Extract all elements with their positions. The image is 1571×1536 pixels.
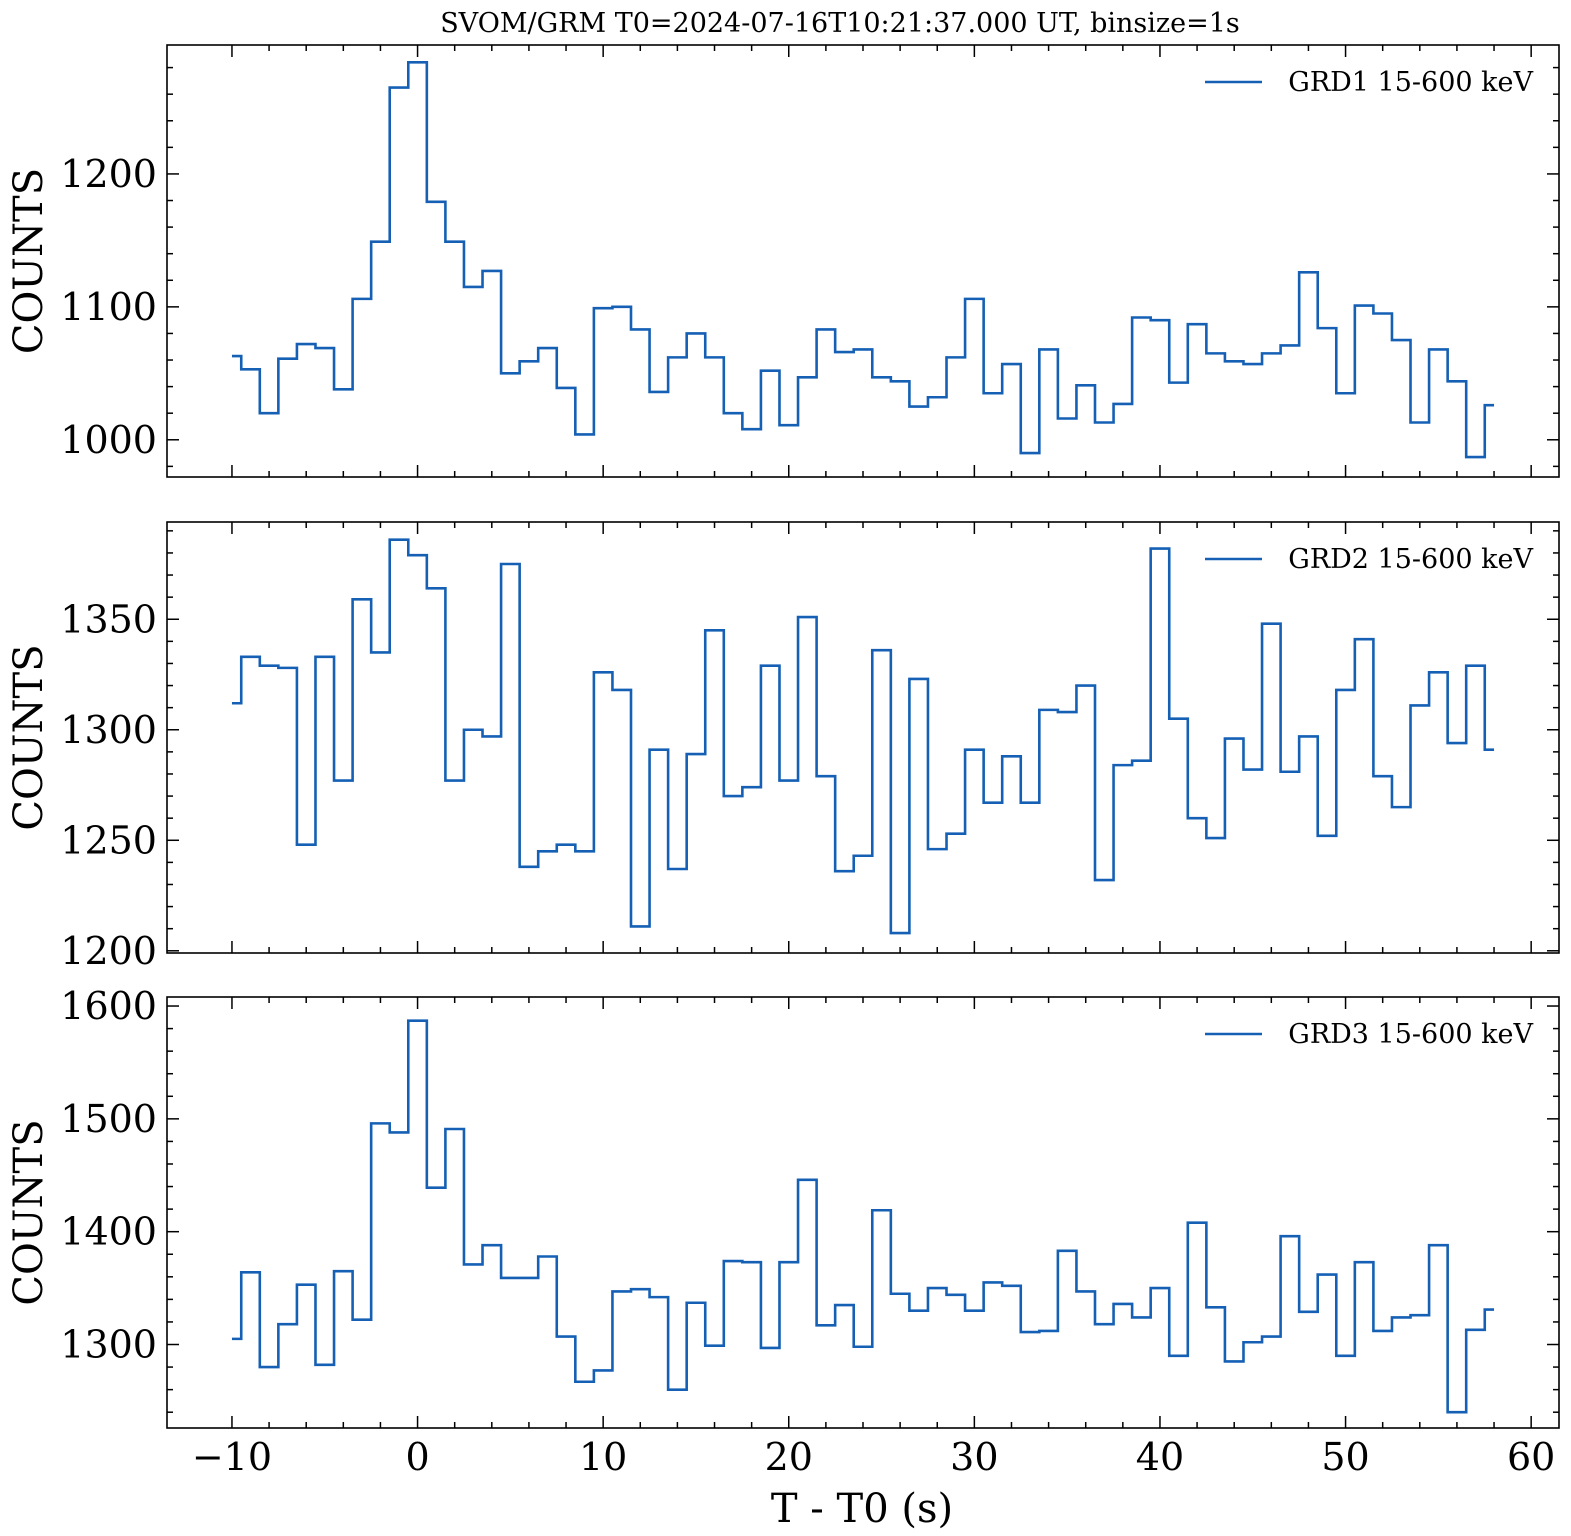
- plot-frame: [166, 521, 1560, 954]
- y-tick-label: 1200: [60, 929, 157, 973]
- plot-frame: [166, 996, 1560, 1429]
- legend-label: GRD2 15-600 keV: [1288, 544, 1533, 575]
- series-line-grd2: [231, 538, 1495, 935]
- x-tick-label: 60: [1507, 1435, 1555, 1479]
- y-axis-label: COUNTS: [6, 1119, 52, 1305]
- x-tick-label: 40: [1136, 1435, 1184, 1479]
- x-axis-label: T - T0 (s): [771, 1486, 953, 1532]
- chart-title: SVOM/GRM T0=2024-07-16T10:21:37.000 UT, …: [440, 8, 1240, 39]
- y-tick-label: 1300: [60, 708, 157, 752]
- x-tick-label: 0: [405, 1435, 429, 1479]
- series-line-grd1: [231, 60, 1495, 459]
- y-axis-label: COUNTS: [6, 168, 52, 354]
- panel-3: −10 0 10 20 30 40 50 60 1300 1400 1500 1600 COUNTS GR…: [6, 984, 1560, 1479]
- y-tick-label: 1600: [60, 984, 157, 1028]
- x-tick-label: 20: [765, 1435, 813, 1479]
- y-tick-label: 1350: [60, 597, 157, 641]
- y-tick-label: 1100: [60, 285, 157, 329]
- y-axis-label: COUNTS: [6, 644, 52, 830]
- y-tick-label: 1500: [60, 1097, 157, 1141]
- y-tick-label: 1250: [60, 818, 157, 862]
- x-tick-label: −10: [192, 1435, 272, 1479]
- x-tick-label: 30: [950, 1435, 998, 1479]
- y-tick-label: 1400: [60, 1210, 157, 1254]
- y-tick-label: 1300: [60, 1323, 157, 1367]
- y-tick-label: 1200: [60, 152, 157, 196]
- legend-label: GRD3 15-600 keV: [1288, 1019, 1533, 1050]
- legend-label: GRD1 15-600 keV: [1288, 67, 1533, 98]
- y-tick-label: 1000: [60, 418, 157, 462]
- x-tick-label: 10: [579, 1435, 627, 1479]
- plot-frame: [166, 44, 1560, 478]
- series-line-grd3: [231, 1019, 1495, 1414]
- x-tick-label: 50: [1321, 1435, 1369, 1479]
